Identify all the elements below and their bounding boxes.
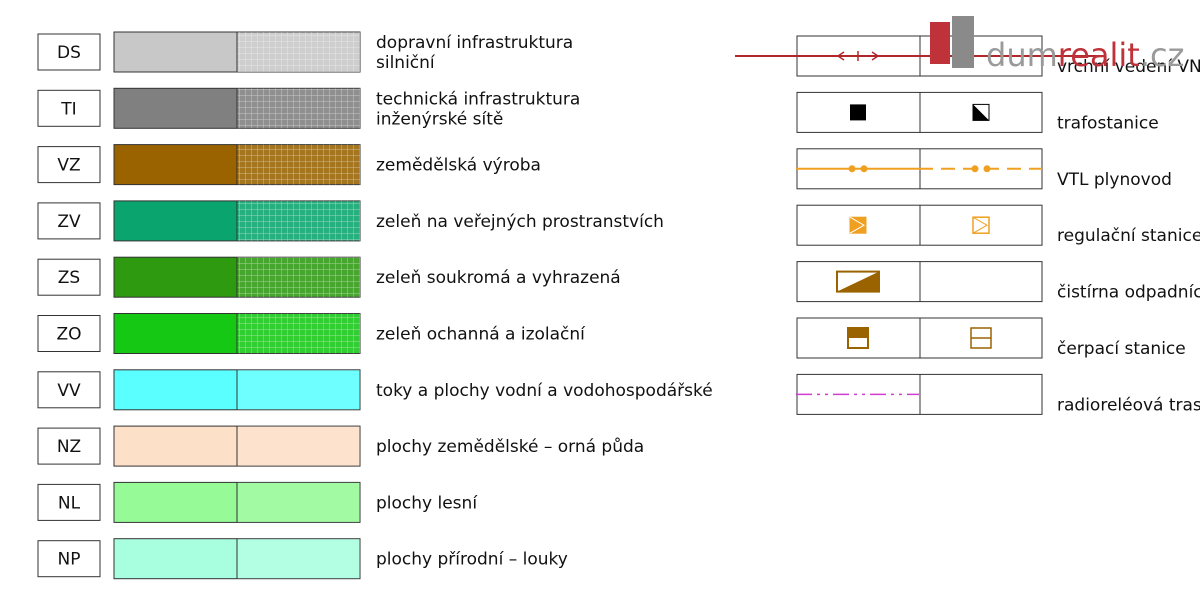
sym xyxy=(850,104,866,121)
code: ZV xyxy=(57,212,81,232)
code-box xyxy=(37,146,101,184)
logo-part: dum xyxy=(986,36,1058,74)
code: NL xyxy=(58,493,81,513)
swatch-light xyxy=(237,538,360,579)
code: VV xyxy=(57,381,81,401)
code: TI xyxy=(60,99,76,119)
swatch-light xyxy=(237,426,360,467)
sym xyxy=(849,216,866,234)
label: vrchní vedení VN xyxy=(1057,57,1200,77)
label: dopravní infrastruktura xyxy=(376,33,573,53)
swatch-grid xyxy=(237,313,360,354)
sym xyxy=(971,165,979,173)
label: silniční xyxy=(376,53,436,73)
logo-part: realit xyxy=(1058,36,1140,74)
sym xyxy=(837,271,879,292)
label: technická infrastruktura xyxy=(376,89,580,109)
logo-text: dumrealit.cz xyxy=(986,36,1184,74)
label: zemědělská výroba xyxy=(376,156,541,176)
sym xyxy=(849,216,867,234)
label: radioreléová trasa xyxy=(1057,395,1200,415)
swatch-grid xyxy=(237,144,360,185)
logo-part: .cz xyxy=(1140,36,1185,74)
code: ZO xyxy=(56,325,81,345)
label: plochy lesní xyxy=(376,493,478,513)
sym xyxy=(972,216,989,234)
code-box xyxy=(37,427,101,465)
logo-icon xyxy=(930,22,950,64)
label: plochy zemědělské – orná půda xyxy=(376,437,644,457)
label: VTL plynovod xyxy=(1057,170,1172,190)
label: trafostanice xyxy=(1057,113,1159,133)
sym xyxy=(973,104,989,121)
swatch-light xyxy=(237,369,360,410)
label: inženýrské sítě xyxy=(376,109,503,129)
code-box xyxy=(37,33,101,71)
label: toky a plochy vodní a vodohospodářské xyxy=(376,381,713,401)
swatch-grid xyxy=(237,257,360,298)
code: ZS xyxy=(58,268,80,288)
code-box xyxy=(37,89,101,127)
code: DS xyxy=(57,43,81,63)
sym xyxy=(848,165,856,173)
code-box xyxy=(37,371,101,409)
label: čistírna odpadních vod xyxy=(1057,283,1200,303)
code-box xyxy=(37,202,101,240)
sym xyxy=(860,165,868,173)
code: NZ xyxy=(57,437,81,457)
code: NP xyxy=(58,550,81,570)
watermark: dumrealit.cz xyxy=(930,16,1184,74)
swatch-grid xyxy=(237,88,360,129)
label: čerpací stanice xyxy=(1057,339,1186,359)
code-box xyxy=(37,315,101,352)
swatch-grid xyxy=(237,200,360,241)
logo-icon xyxy=(952,16,974,68)
code-box xyxy=(37,540,101,578)
code-box xyxy=(37,258,101,296)
label: zeleň na veřejných prostranstvích xyxy=(376,212,664,232)
label: zeleň soukromá a vyhrazená xyxy=(376,268,621,288)
sym xyxy=(972,216,990,234)
label: plochy přírodní – louky xyxy=(376,550,568,570)
swatch-grid xyxy=(237,32,360,72)
code-box xyxy=(37,483,101,521)
swatch-light xyxy=(237,482,360,523)
label: zeleň ochanná a izolační xyxy=(376,325,586,345)
sym xyxy=(837,51,879,61)
code: VZ xyxy=(57,156,80,176)
sym xyxy=(848,328,868,338)
label: regulační stanice xyxy=(1057,226,1200,246)
sym xyxy=(983,165,991,173)
